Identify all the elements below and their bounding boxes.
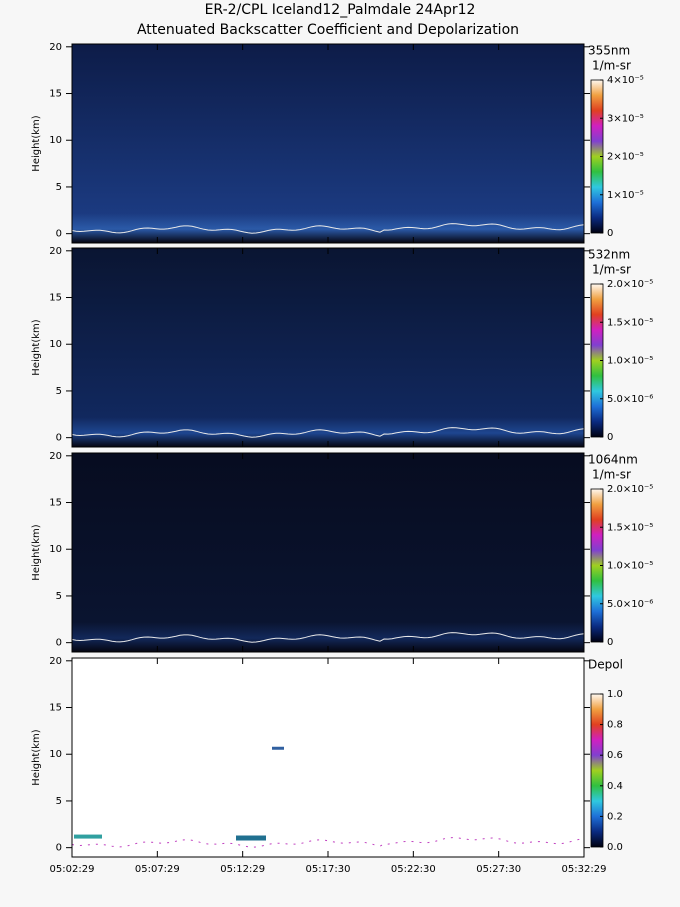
surface-line — [71, 837, 585, 848]
colorbar-tick-label: 0.2 — [607, 811, 623, 822]
colorbar-tick-label: 4×10⁻⁵ — [607, 75, 644, 86]
colorbar-tick-label: 1×10⁻⁵ — [607, 190, 644, 201]
colorbar-tick-label: 1.0 — [607, 689, 623, 700]
colorbar-tick-label: 0.4 — [607, 781, 623, 792]
colorbar-tick-label: 1.0×10⁻⁵ — [607, 356, 653, 367]
cloud-patch — [272, 746, 284, 750]
colorbar-tick-label: 0 — [607, 432, 613, 443]
y-tick-label: 20 — [49, 42, 62, 53]
surface-line — [71, 223, 585, 234]
colorbar-tick-label: 5.0×10⁻⁶ — [607, 599, 653, 610]
colorbar-tick-label: 1.5×10⁻⁵ — [607, 522, 653, 533]
y-tick-label: 10 — [49, 339, 62, 350]
x-tick-label: 05:17:30 — [306, 864, 351, 875]
colorbar-label: 532nm — [588, 248, 630, 262]
aerosol-patch — [236, 835, 266, 841]
y-tick-label: 0 — [56, 433, 62, 444]
y-axis-label: Height(km) — [31, 729, 42, 785]
colorbar-units: 1/m-sr — [592, 263, 631, 277]
curtain-image — [72, 44, 584, 243]
colorbar-units: 1/m-sr — [592, 468, 631, 482]
y-tick-label: 5 — [56, 386, 62, 397]
y-tick-label: 10 — [49, 135, 62, 146]
colorbar-tick-label: 0 — [607, 637, 613, 648]
y-tick-label: 20 — [49, 246, 62, 257]
colorbar-tick-label: 1.0×10⁻⁵ — [607, 561, 653, 572]
y-tick-label: 15 — [49, 293, 62, 304]
colorbar-tick-label: 1.5×10⁻⁵ — [607, 317, 653, 328]
y-tick-label: 20 — [49, 656, 62, 667]
x-tick-label: 05:07:29 — [135, 864, 180, 875]
colorbar-tick-label: 0 — [607, 228, 613, 239]
y-axis-label: Height(km) — [31, 524, 42, 580]
colorbar-tick-label: 0.0 — [607, 842, 623, 853]
colorbar-tick-label: 2.0×10⁻⁵ — [607, 279, 653, 290]
y-tick-label: 5 — [56, 182, 62, 193]
chart-title: ER-2/CPL Iceland12_Palmdale 24Apr12 — [205, 2, 476, 18]
y-tick-label: 0 — [56, 843, 62, 854]
y-axis-label: Height(km) — [31, 319, 42, 375]
y-tick-label: 10 — [49, 544, 62, 555]
y-axis-label: Height(km) — [31, 115, 42, 171]
y-tick-label: 0 — [56, 638, 62, 649]
surface-line — [71, 427, 585, 438]
colorbar-tick-label: 3×10⁻⁵ — [607, 113, 644, 124]
y-tick-label: 15 — [49, 498, 62, 509]
y-tick-label: 15 — [49, 703, 62, 714]
colorbar-label: Depol — [588, 658, 623, 672]
y-tick-label: 5 — [56, 591, 62, 602]
x-tick-label: 05:22:30 — [391, 864, 436, 875]
colorbar-tick-label: 0.6 — [607, 750, 623, 761]
colorbar-units: 1/m-sr — [592, 59, 631, 73]
colorbar — [590, 693, 604, 848]
curtain-image — [72, 248, 584, 447]
colorbar-tick-label: 2×10⁻⁵ — [607, 152, 644, 163]
aerosol-patch — [74, 834, 102, 839]
colorbar-label: 355nm — [588, 44, 630, 58]
colorbar-label: 1064nm — [588, 453, 638, 467]
colorbar-tick-label: 0.8 — [607, 720, 623, 731]
surface-line — [71, 632, 585, 643]
curtain-image — [72, 453, 584, 652]
colorbar-tick-label: 2.0×10⁻⁵ — [607, 484, 653, 495]
x-tick-label: 05:12:29 — [220, 864, 265, 875]
x-tick-label: 05:27:30 — [476, 864, 521, 875]
chart-subtitle: Attenuated Backscatter Coefficient and D… — [137, 22, 519, 38]
y-tick-label: 5 — [56, 796, 62, 807]
y-tick-label: 20 — [49, 451, 62, 462]
x-tick-label: 05:02:29 — [50, 864, 95, 875]
y-tick-label: 10 — [49, 749, 62, 760]
y-tick-label: 0 — [56, 229, 62, 240]
curtain-image — [72, 658, 584, 857]
x-tick-label: 05:32:29 — [562, 864, 607, 875]
y-tick-label: 15 — [49, 89, 62, 100]
colorbar-tick-label: 5.0×10⁻⁶ — [607, 394, 653, 405]
